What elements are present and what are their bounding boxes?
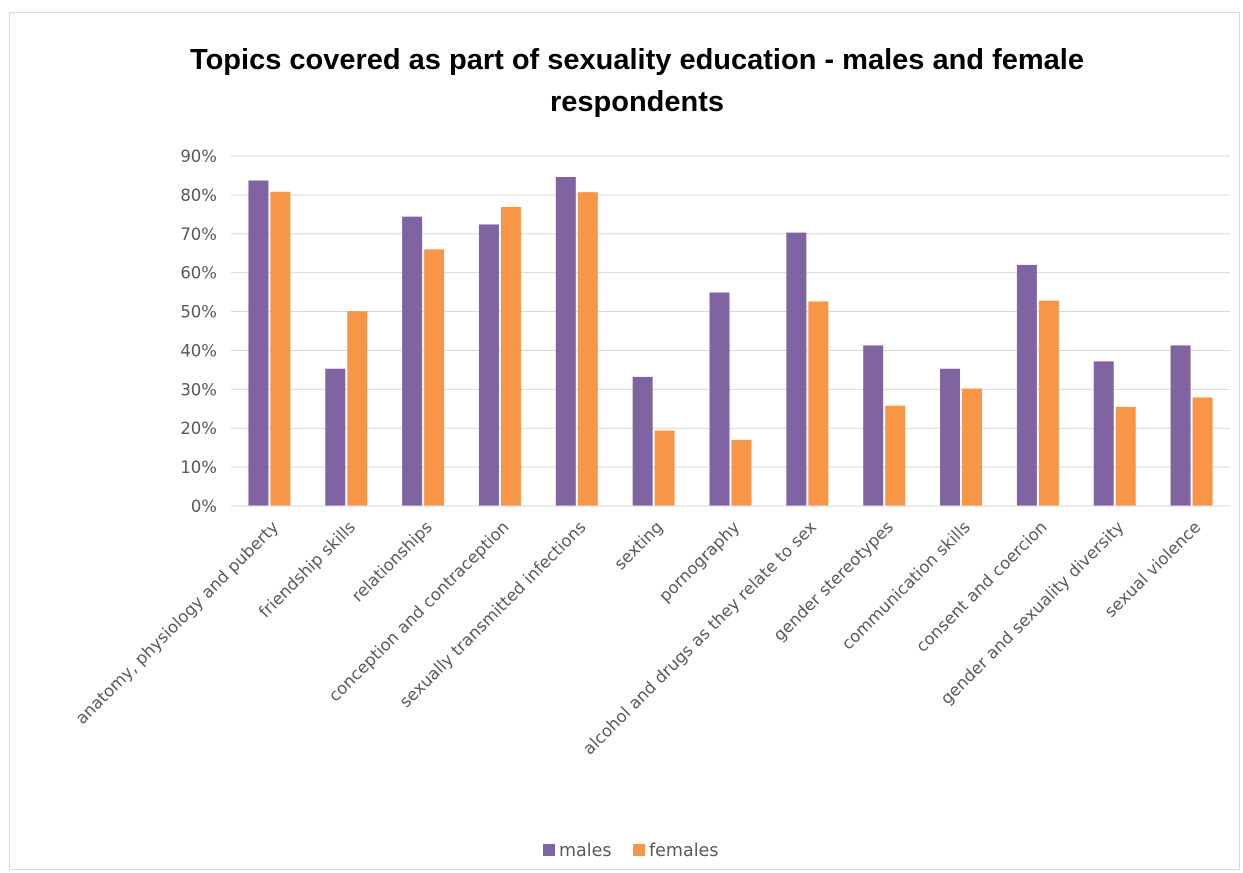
category-label: pornography (655, 517, 743, 605)
bar-males (1093, 361, 1114, 506)
bar-chart: Topics covered as part of sexuality educ… (72, 44, 1230, 861)
bar-males (786, 232, 807, 506)
bar-females (577, 192, 598, 506)
category-label: anatomy, physiology and puberty (72, 517, 283, 728)
y-tick-label: 90% (180, 147, 217, 166)
chart-area: Topics covered as part of sexuality educ… (9, 12, 1240, 870)
bar-females (1038, 300, 1059, 506)
legend: males females (543, 841, 718, 861)
bar-males (325, 368, 346, 506)
bar-males (709, 292, 730, 506)
category-label: relationships (348, 517, 436, 605)
y-tick-label: 70% (180, 225, 217, 244)
y-tick-label: 40% (180, 341, 217, 360)
category-labels: anatomy, physiology and pubertyfriendshi… (72, 517, 1205, 758)
y-tick-label: 30% (180, 380, 217, 399)
bar-males (940, 368, 961, 506)
bar-males (478, 224, 499, 506)
category-label: communication skills (838, 517, 974, 653)
bar-females (347, 311, 368, 506)
bar-females (270, 191, 291, 506)
bar-males (402, 216, 423, 506)
legend-swatch-females (633, 844, 645, 856)
bar-males (632, 376, 653, 506)
bar-females (962, 388, 983, 506)
bar-males (863, 345, 884, 506)
bar-females (1192, 397, 1213, 506)
bar-females (654, 430, 675, 506)
y-tick-label: 60% (180, 264, 217, 283)
y-axis-tick-labels: 0% 10% 20% 30% 40% 50% 60% 70% 80% 90% (180, 147, 217, 516)
bar-males (1170, 345, 1191, 506)
bar-females (808, 301, 829, 506)
y-tick-label: 20% (180, 419, 217, 438)
y-tick-label: 80% (180, 186, 217, 205)
gridlines (231, 155, 1230, 468)
y-tick-label: 50% (180, 303, 217, 322)
bar-males (555, 177, 576, 506)
legend-swatch-males (543, 844, 555, 856)
chart-title: Topics covered as part of sexuality educ… (190, 44, 1084, 118)
chart-title-line-2: respondents (550, 86, 724, 118)
y-tick-label: 0% (191, 497, 217, 516)
bar-males (1016, 264, 1037, 506)
category-label: sexting (610, 517, 666, 573)
bar-females (424, 249, 445, 507)
bar-females (731, 439, 752, 506)
bar-females (500, 206, 521, 506)
legend-label-males: males (559, 841, 612, 861)
category-label: consent and coercion (912, 517, 1050, 655)
bar-females (885, 405, 906, 506)
bar-males (248, 180, 269, 506)
chart-title-line-1: Topics covered as part of sexuality educ… (190, 44, 1084, 76)
bars (248, 177, 1213, 507)
y-tick-label: 10% (180, 458, 217, 477)
legend-label-females: females (649, 841, 718, 861)
bar-females (1115, 406, 1136, 506)
